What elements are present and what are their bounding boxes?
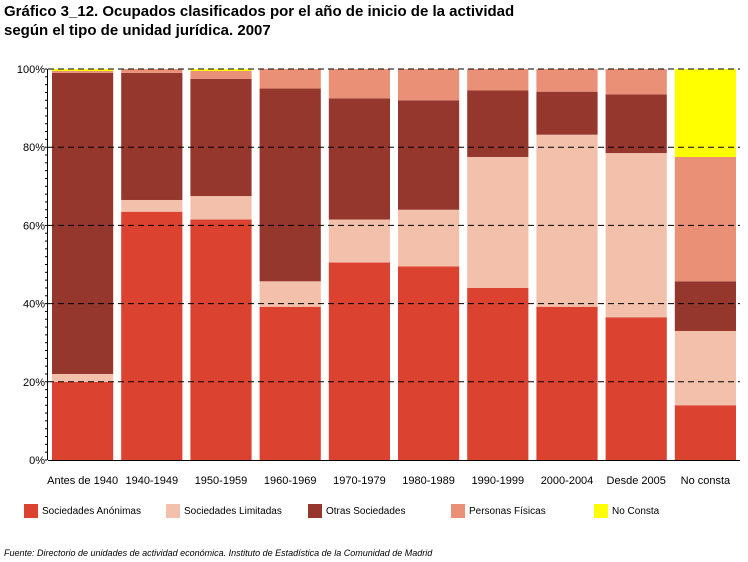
legend-label: Sociedades Anónimas (42, 506, 141, 517)
y-tick-label: 80% (23, 142, 45, 154)
x-tick-label: 2000-2004 (541, 475, 594, 487)
bar-7-series-2 (536, 91, 598, 135)
bar-9-series-3 (674, 156, 736, 282)
bar-0-series-0 (52, 381, 114, 460)
bar-9-series-2 (674, 281, 736, 331)
y-tick-label: 20% (23, 377, 45, 389)
bar-6-series-3 (467, 69, 529, 91)
bar-4-series-0 (328, 262, 390, 460)
x-tick-label: Antes de 1940 (47, 475, 118, 487)
legend-label: Personas Físicas (469, 506, 546, 517)
legend-label: Sociedades Limitadas (184, 506, 282, 517)
legend-swatch (308, 504, 322, 518)
bar-4-series-1 (328, 219, 390, 263)
bar-3-series-0 (259, 306, 321, 460)
y-tick-label: 0% (29, 455, 45, 467)
x-tick-label: Desde 2005 (607, 475, 666, 487)
legend-swatch (24, 504, 38, 518)
legend-label: No Consta (612, 506, 660, 517)
bar-2-series-2 (190, 78, 252, 197)
bar-0-series-1 (52, 373, 114, 382)
bar-1-series-1 (121, 199, 183, 212)
x-tick-label: 1940-1949 (125, 475, 178, 487)
legend-swatch (451, 504, 465, 518)
chart-title-line1: Gráfico 3_12. Ocupados clasificados por … (4, 3, 515, 20)
chart-title-line2: según el tipo de unidad jurídica. 2007 (4, 22, 271, 39)
bar-8-series-1 (605, 153, 667, 318)
bar-2-series-0 (190, 219, 252, 460)
bar-6-series-0 (467, 287, 529, 460)
x-tick-label: 1970-1979 (333, 475, 386, 487)
legend-swatch (594, 504, 608, 518)
bar-4-series-3 (328, 69, 390, 99)
bar-5-series-2 (398, 100, 460, 210)
bar-1-series-3 (121, 69, 183, 73)
y-tick-label: 60% (23, 220, 45, 232)
bar-9-series-4 (674, 69, 736, 157)
legend-swatch (166, 504, 180, 518)
x-tick-label: 1980-1989 (402, 475, 455, 487)
bar-3-series-1 (259, 281, 321, 307)
bar-5-series-1 (398, 209, 460, 267)
bar-8-series-3 (605, 69, 667, 95)
x-tick-label: 1950-1959 (195, 475, 248, 487)
stacked-bar-chart: Antes de 1940 1940-1949 1950-1959 1960-1969… (17, 64, 740, 487)
bar-2-series-4 (190, 69, 252, 71)
bar-2-series-3 (190, 70, 252, 79)
bar-7-series-3 (536, 69, 598, 92)
x-tick-label: 1960-1969 (264, 475, 317, 487)
bar-9-series-0 (674, 405, 736, 460)
source-note: Fuente: Directorio de unidades de activi… (4, 548, 433, 558)
bar-1-series-0 (121, 211, 183, 460)
x-tick-label: No consta (681, 475, 731, 487)
bar-5-series-3 (398, 69, 460, 101)
bar-0-series-3 (52, 70, 114, 73)
x-tick-label: 1990-1999 (471, 475, 524, 487)
y-tick-label: 40% (23, 299, 45, 311)
bar-5-series-0 (398, 266, 460, 460)
chart-title: Gráfico 3_12. Ocupados clasificados por … (4, 2, 744, 40)
bar-8-series-0 (605, 317, 667, 460)
bar-0-series-2 (52, 72, 114, 374)
legend-label: Otras Sociedades (326, 506, 406, 517)
bar-7-series-1 (536, 134, 598, 307)
y-tick-label: 100% (17, 64, 45, 76)
bar-9-series-1 (674, 330, 736, 406)
bar-8-series-2 (605, 94, 667, 154)
bar-7-series-0 (536, 306, 598, 460)
bar-6-series-2 (467, 90, 529, 157)
bar-1-series-2 (121, 72, 183, 200)
bar-4-series-2 (328, 98, 390, 220)
bar-6-series-1 (467, 156, 529, 288)
bar-0-series-4 (52, 69, 114, 71)
bar-3-series-3 (259, 69, 321, 89)
bar-2-series-1 (190, 196, 252, 220)
bar-3-series-2 (259, 88, 321, 282)
